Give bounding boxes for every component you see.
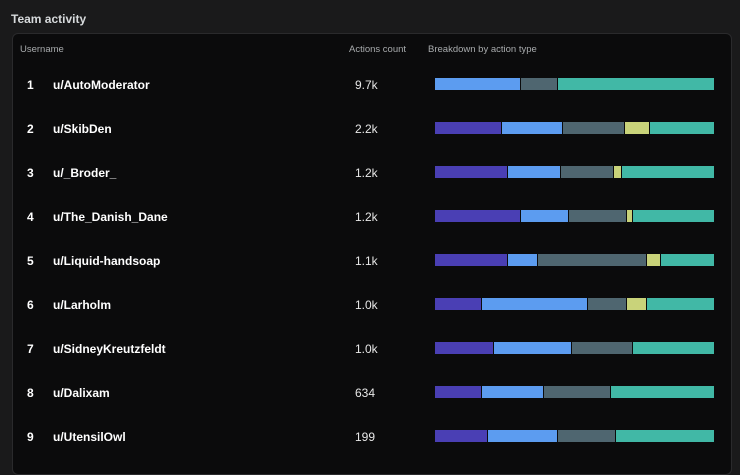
action-type-4-segment bbox=[647, 254, 661, 266]
action-breakdown-bar bbox=[435, 122, 714, 134]
username-link[interactable]: u/Dalixam bbox=[53, 386, 110, 400]
action-type-3-segment bbox=[571, 342, 634, 354]
action-type-2-segment bbox=[521, 210, 569, 222]
table-row[interactable]: 5 u/Liquid-handsoap 1.1k bbox=[13, 240, 731, 284]
action-type-1-segment bbox=[435, 254, 508, 266]
username-link[interactable]: u/Liquid-handsoap bbox=[53, 254, 161, 268]
table-row[interactable]: 2 u/SkibDen 2.2k bbox=[13, 108, 731, 152]
table-row[interactable]: 6 u/Larholm 1.0k bbox=[13, 284, 731, 328]
team-activity-table: Username Actions count Breakdown by acti… bbox=[12, 33, 732, 475]
rank-number: 7 bbox=[27, 342, 34, 356]
table-row[interactable]: 3 u/_Broder_ 1.2k bbox=[13, 152, 731, 196]
action-breakdown-bar bbox=[435, 254, 714, 266]
action-type-4-segment bbox=[624, 122, 650, 134]
actions-count: 1.2k bbox=[355, 166, 378, 180]
action-type-1-segment bbox=[435, 166, 508, 178]
table-row[interactable]: 1 u/AutoModerator 9.7k bbox=[13, 64, 731, 108]
rank-number: 2 bbox=[27, 122, 34, 136]
rank-number: 3 bbox=[27, 166, 34, 180]
action-type-2-segment bbox=[435, 78, 522, 90]
actions-count: 1.0k bbox=[355, 298, 378, 312]
action-type-5-segment bbox=[610, 386, 714, 398]
action-type-4-segment bbox=[627, 210, 634, 222]
action-breakdown-bar bbox=[435, 342, 714, 354]
action-type-5-segment bbox=[621, 166, 714, 178]
actions-count: 634 bbox=[355, 386, 376, 400]
action-breakdown-bar bbox=[435, 210, 714, 222]
username-link[interactable]: u/AutoModerator bbox=[53, 78, 150, 92]
action-type-5-segment bbox=[660, 254, 714, 266]
action-type-2-segment bbox=[507, 254, 539, 266]
action-type-2-segment bbox=[507, 166, 561, 178]
username-link[interactable]: u/SkibDen bbox=[53, 122, 112, 136]
table-row[interactable]: 7 u/SidneyKreutzfeldt 1.0k bbox=[13, 328, 731, 372]
breakdown-column-header: Breakdown by action type bbox=[428, 44, 537, 55]
action-type-1-segment bbox=[435, 210, 522, 222]
username-link[interactable]: u/SidneyKreutzfeldt bbox=[53, 342, 166, 356]
action-breakdown-bar bbox=[435, 386, 714, 398]
username-column-header: Username bbox=[20, 44, 64, 55]
table-row[interactable]: 8 u/Dalixam 634 bbox=[13, 372, 731, 416]
action-type-3-segment bbox=[543, 386, 611, 398]
action-type-5-segment bbox=[616, 430, 714, 442]
rank-number: 1 bbox=[27, 78, 34, 92]
rank-number: 8 bbox=[27, 386, 34, 400]
actions-count: 9.7k bbox=[355, 78, 378, 92]
action-type-2-segment bbox=[501, 122, 564, 134]
action-breakdown-bar bbox=[435, 298, 714, 310]
action-type-4-segment bbox=[627, 298, 647, 310]
action-breakdown-bar bbox=[435, 166, 714, 178]
username-link[interactable]: u/_Broder_ bbox=[53, 166, 117, 180]
action-type-1-segment bbox=[435, 122, 502, 134]
action-breakdown-bar bbox=[435, 78, 714, 90]
action-type-1-segment bbox=[435, 298, 483, 310]
action-type-2-segment bbox=[488, 430, 558, 442]
actions-count: 1.2k bbox=[355, 210, 378, 224]
action-type-3-segment bbox=[538, 254, 648, 266]
rank-number: 9 bbox=[27, 430, 34, 444]
action-type-3-segment bbox=[521, 78, 558, 90]
username-link[interactable]: u/Larholm bbox=[53, 298, 112, 312]
action-type-3-segment bbox=[557, 430, 617, 442]
action-breakdown-bar bbox=[435, 430, 714, 442]
action-type-4-segment bbox=[613, 166, 622, 178]
action-type-2-segment bbox=[482, 298, 589, 310]
actions-count: 199 bbox=[355, 430, 376, 444]
table-row[interactable]: 4 u/The_Danish_Dane 1.2k bbox=[13, 196, 731, 240]
rank-number: 4 bbox=[27, 210, 34, 224]
actions-count-column-header: Actions count bbox=[349, 44, 407, 55]
rank-number: 5 bbox=[27, 254, 34, 268]
actions-count: 1.0k bbox=[355, 342, 378, 356]
username-link[interactable]: u/The_Danish_Dane bbox=[53, 210, 168, 224]
username-link[interactable]: u/UtensilOwl bbox=[53, 430, 126, 444]
actions-count: 1.1k bbox=[355, 254, 378, 268]
section-title: Team activity bbox=[11, 12, 87, 26]
action-type-5-segment bbox=[557, 78, 714, 90]
action-type-3-segment bbox=[588, 298, 628, 310]
action-type-1-segment bbox=[435, 342, 494, 354]
action-type-1-segment bbox=[435, 430, 488, 442]
action-type-5-segment bbox=[633, 210, 714, 222]
action-type-5-segment bbox=[649, 122, 714, 134]
action-type-2-segment bbox=[493, 342, 572, 354]
action-type-3-segment bbox=[568, 210, 628, 222]
actions-count: 2.2k bbox=[355, 122, 378, 136]
action-type-5-segment bbox=[633, 342, 714, 354]
action-type-2-segment bbox=[482, 386, 544, 398]
action-type-1-segment bbox=[435, 386, 483, 398]
action-type-3-segment bbox=[563, 122, 625, 134]
table-row[interactable]: 9 u/UtensilOwl 199 bbox=[13, 416, 731, 460]
rank-number: 6 bbox=[27, 298, 34, 312]
action-type-5-segment bbox=[647, 298, 714, 310]
action-type-3-segment bbox=[560, 166, 614, 178]
